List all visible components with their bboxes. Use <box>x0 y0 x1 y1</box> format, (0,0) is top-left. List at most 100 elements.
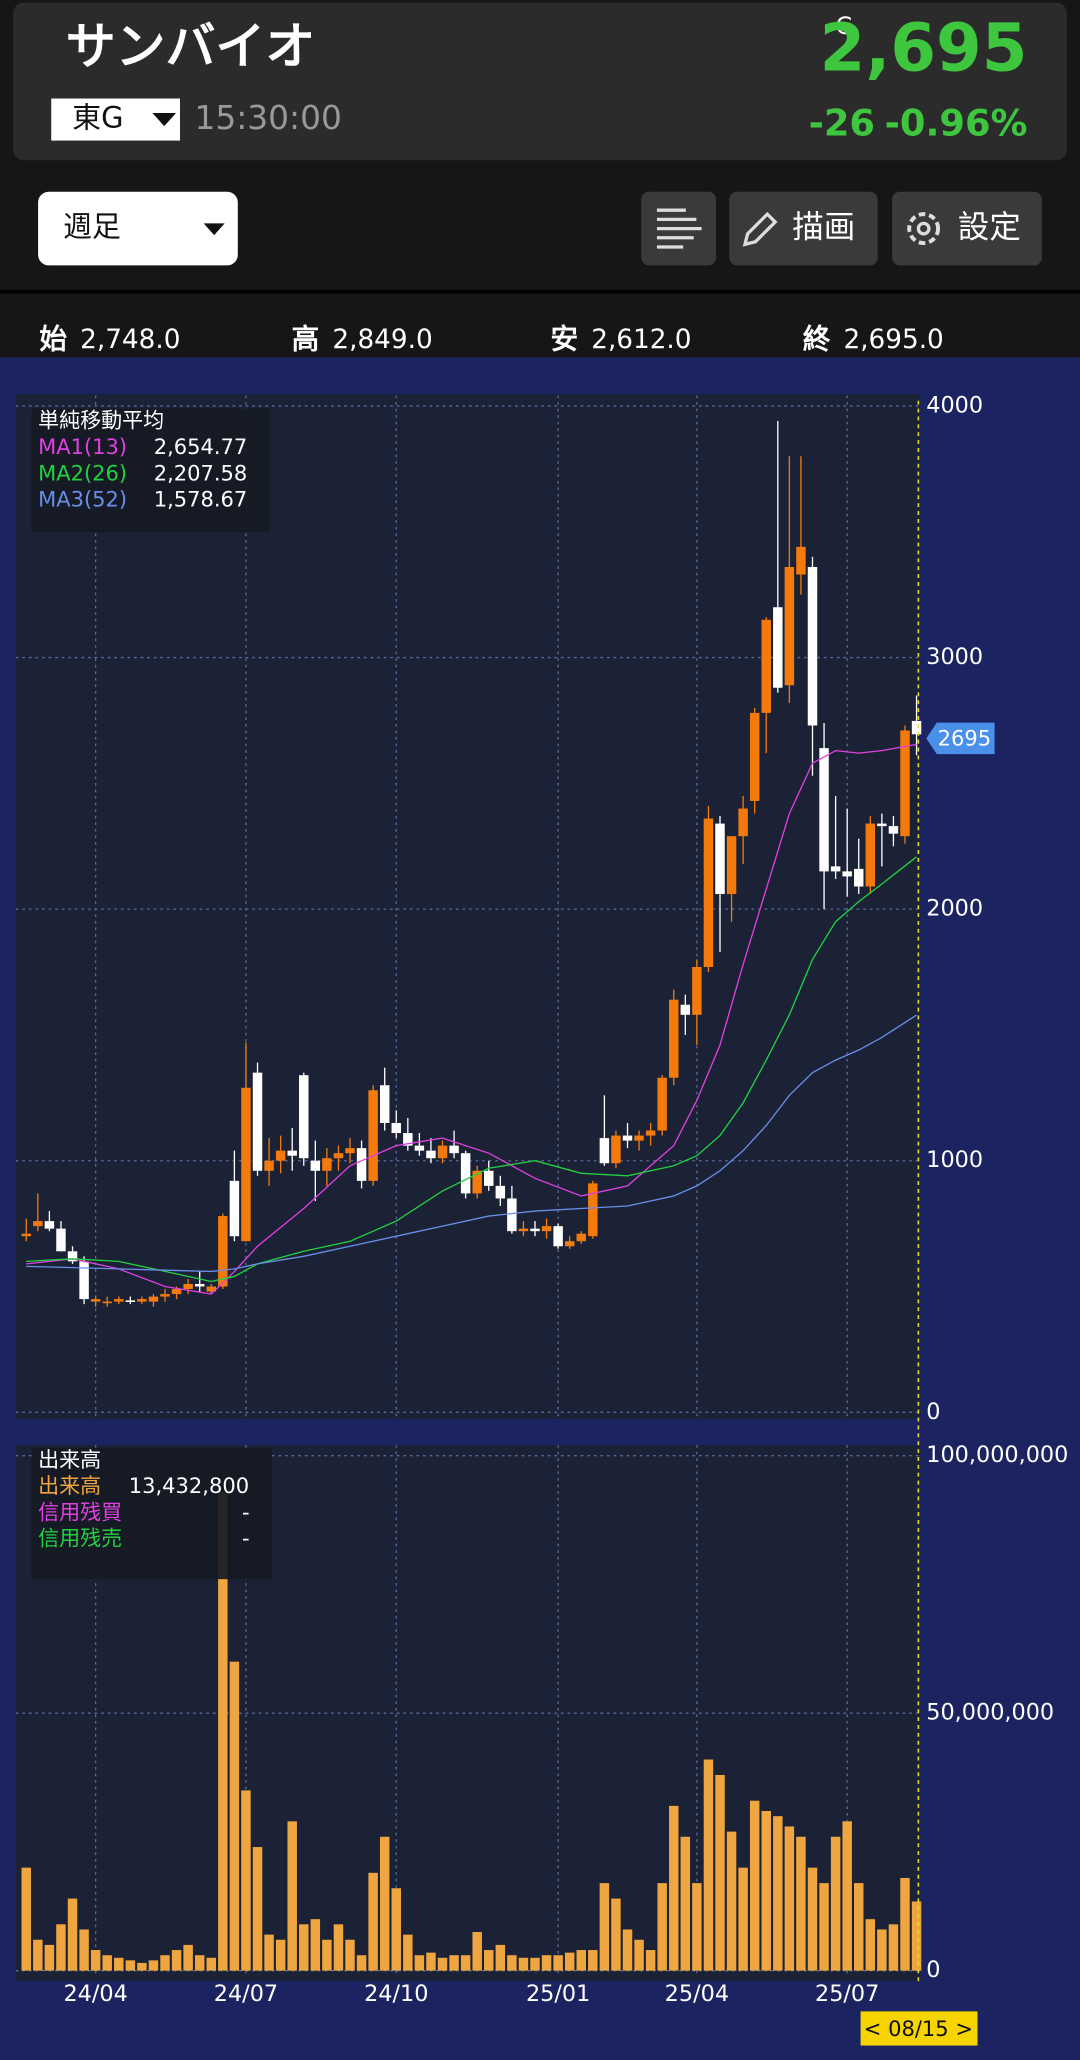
volume-bar <box>322 1939 332 1971</box>
candle-body <box>865 823 876 887</box>
legend-name: MA2(26) <box>38 460 127 485</box>
volume-bar <box>865 1919 876 1971</box>
draw-button[interactable]: 描画 <box>729 191 878 266</box>
candle-body <box>761 619 771 713</box>
legend-value: 13,432,800 <box>129 1473 249 1498</box>
candle-body <box>275 1150 286 1161</box>
volume-bar <box>669 1805 679 1971</box>
candle-body <box>703 818 714 967</box>
candle-body <box>749 712 760 801</box>
pencil-icon <box>742 211 778 247</box>
volume-legend-box <box>31 1447 272 1580</box>
ma-legend-box <box>31 408 270 533</box>
settings-button[interactable]: 設定 <box>892 191 1042 266</box>
candle-body <box>622 1135 633 1141</box>
candle-body <box>322 1158 332 1171</box>
candle-body <box>183 1283 193 1290</box>
volume-bar <box>900 1877 910 1971</box>
settings-label: 設定 <box>958 210 1021 246</box>
legend-name: 信用残売 <box>38 1526 122 1551</box>
volume-bar <box>44 1944 55 1971</box>
candle-body <box>264 1160 274 1171</box>
volume-bar <box>160 1955 170 1971</box>
volume-bar <box>611 1898 621 1971</box>
candle-body <box>460 1153 471 1194</box>
ma-line <box>26 743 917 1295</box>
legend-title: 単純移動平均 <box>38 408 164 433</box>
y-tick-label: 3000 <box>926 644 983 670</box>
index-button[interactable] <box>641 191 717 266</box>
candle-body <box>299 1075 309 1159</box>
candle-body <box>784 566 795 686</box>
candle-body <box>206 1286 216 1292</box>
candle-body <box>79 1261 89 1300</box>
volume-bar <box>530 1957 540 1971</box>
legend-name: MA1(13) <box>38 434 127 459</box>
x-tick-label: 25/07 <box>815 1981 879 2007</box>
volume-bar <box>148 1960 159 1971</box>
candle-body <box>218 1216 228 1287</box>
x-tick-label: 24/07 <box>214 1981 278 2007</box>
volume-bar <box>842 1821 852 1971</box>
volume-bar <box>333 1924 344 1971</box>
candle-body <box>252 1072 263 1171</box>
candle-body <box>773 607 783 688</box>
volume-bar <box>507 1955 517 1971</box>
candle-body <box>888 826 899 834</box>
candle-body <box>449 1145 459 1154</box>
market: 東G <box>72 101 123 135</box>
legend-title: 出来高 <box>38 1447 101 1472</box>
volume-bar <box>194 1955 205 1971</box>
candle-body <box>830 866 841 872</box>
candle-body <box>229 1180 240 1237</box>
volume-bar <box>67 1898 78 1971</box>
candle-body <box>414 1145 425 1151</box>
volume-bar <box>622 1929 633 1971</box>
candle-body <box>287 1150 297 1156</box>
x-tick-label: 24/04 <box>63 1981 127 2007</box>
time: 15:30:00 <box>194 99 341 137</box>
change: -26 <box>809 101 875 144</box>
candle-body <box>518 1228 529 1232</box>
y-tick-label: 50,000,000 <box>926 1700 1054 1726</box>
candle-body <box>854 868 864 887</box>
candle-body <box>171 1289 182 1295</box>
candle-body <box>194 1283 205 1287</box>
volume-bar <box>784 1826 795 1971</box>
volume-bar <box>218 1491 228 1971</box>
market-dropdown[interactable]: 東G <box>51 98 180 141</box>
candle-body <box>507 1198 517 1232</box>
gear-icon <box>916 221 931 236</box>
volume-bar <box>749 1800 760 1971</box>
volume-bar <box>657 1883 667 1971</box>
ohlc-label: 安 <box>551 322 579 355</box>
candle-body <box>356 1148 367 1181</box>
y-tick-label: 100,000,000 <box>926 1442 1068 1468</box>
date-badge-text: < 08/15 > <box>864 2016 973 2041</box>
price-tag-bg <box>926 722 995 755</box>
volume-bar <box>171 1950 182 1971</box>
date-badge[interactable]: < 08/15 > <box>860 2011 978 2046</box>
volume-bar <box>495 1944 506 1971</box>
volume-bar <box>356 1955 367 1971</box>
volume-bar <box>830 1836 841 1971</box>
candle-body <box>692 966 702 1015</box>
candle-body <box>900 730 910 837</box>
candle-body <box>877 823 887 827</box>
candle-body <box>495 1185 506 1199</box>
candle-body <box>160 1294 170 1297</box>
y-tick-label: 0 <box>926 1957 940 1983</box>
ohlc-row: 始 2,748.0 高 2,849.0 安 2,612.0 終 2,695.0 <box>39 322 943 355</box>
candle-body <box>379 1085 390 1123</box>
volume-bar <box>379 1836 390 1971</box>
ohlc-value: 2,695.0 <box>844 325 944 355</box>
period-dropdown[interactable]: 週足 <box>38 191 238 266</box>
ma-line <box>26 856 917 1283</box>
volume-bar <box>79 1929 89 1971</box>
stock-name: サンバイオ <box>66 17 316 75</box>
candle-body <box>726 836 737 895</box>
legend-value: - <box>242 1499 250 1524</box>
candle-body <box>472 1170 482 1194</box>
